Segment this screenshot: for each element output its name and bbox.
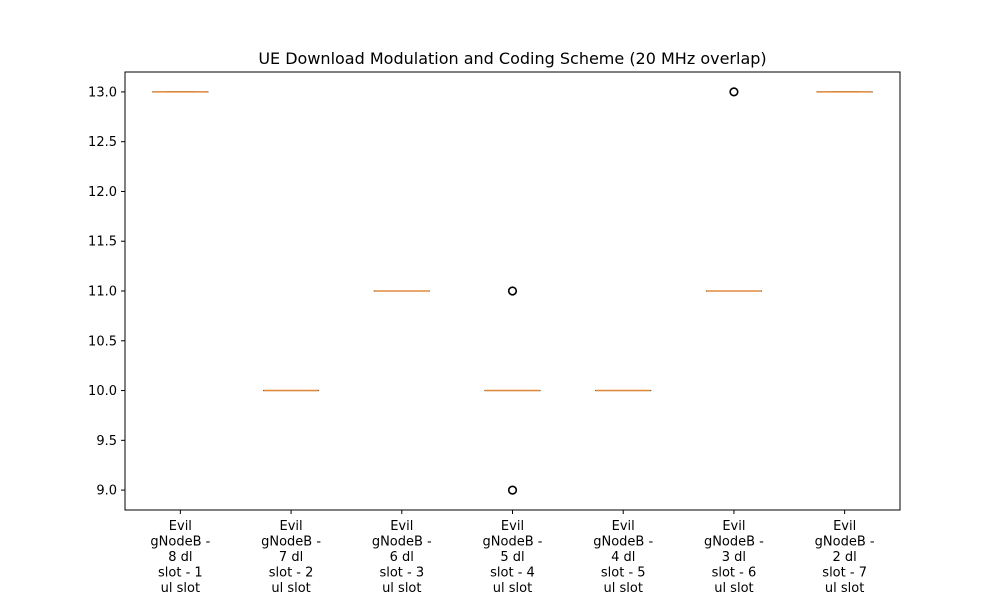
x-tick-label-line: ul slot xyxy=(714,581,753,596)
x-tick-label-line: 2 dl xyxy=(833,550,857,565)
plot-area-frame xyxy=(124,71,901,511)
x-tick-label-line: 8 dl xyxy=(168,550,192,565)
outlier-point xyxy=(729,87,739,97)
x-tick-label-line: 7 dl xyxy=(279,550,303,565)
x-tick-label-line: gNodeB - xyxy=(150,535,210,550)
y-tick-label: 10.5 xyxy=(88,334,117,349)
x-tick-label-line: gNodeB - xyxy=(704,535,764,550)
x-tick-label: Evil gNodeB -3 dl slot - 6 ul slot xyxy=(704,519,764,596)
box-group xyxy=(705,87,762,292)
x-tick-label: Evil gNodeB -8 dl slot - 1 ul slot xyxy=(150,519,210,596)
x-tick-label-line: slot - 5 xyxy=(601,566,646,581)
x-tick-label-line: Evil xyxy=(390,519,413,534)
x-tick-label-line: Evil xyxy=(169,519,192,534)
y-tick-label: 12.0 xyxy=(88,185,117,200)
x-tick-label-line: slot - 2 xyxy=(269,566,314,581)
x-tick-label-line: ul slot xyxy=(161,581,200,596)
x-tick-label: Evil gNodeB -2 dl slot - 7 ul slot xyxy=(815,519,875,596)
y-tick-label: 11.0 xyxy=(88,285,117,300)
outlier-point xyxy=(507,485,518,495)
x-tick-label-line: slot - 3 xyxy=(379,566,424,581)
x-tick-label-line: slot - 4 xyxy=(490,566,535,581)
y-tick-label: 11.5 xyxy=(88,235,117,250)
outlier-point xyxy=(507,286,518,296)
x-tick-label-line: Evil xyxy=(501,519,524,534)
x-tick-label-line: gNodeB - xyxy=(261,535,321,550)
x-tick-label-line: slot - 6 xyxy=(712,566,757,581)
x-tick-label-line: Evil xyxy=(722,519,745,534)
x-tick-label-line: slot - 1 xyxy=(158,566,203,581)
x-tick-label-line: gNodeB - xyxy=(593,535,653,550)
y-tick-label: 12.5 xyxy=(88,135,117,150)
x-tick-label-line: Evil xyxy=(612,519,635,534)
x-tick-label-line: ul slot xyxy=(382,581,421,596)
x-tick-label-line: Evil xyxy=(833,519,856,534)
x-tick-label: Evil gNodeB -5 dl slot - 4 ul slot xyxy=(483,519,543,596)
x-tick-label-line: ul slot xyxy=(493,581,532,596)
x-tick-label-line: ul slot xyxy=(604,581,643,596)
x-tick-label-line: 4 dl xyxy=(611,550,635,565)
y-tick-label: 9.0 xyxy=(96,484,117,499)
y-tick-label: 13.0 xyxy=(88,85,117,100)
x-tick-label-line: Evil xyxy=(280,519,303,534)
x-tick-label: Evil gNodeB -6 dl slot - 3 ul slot xyxy=(372,519,432,596)
box-group xyxy=(484,286,541,495)
y-tick-label: 10.0 xyxy=(88,384,117,399)
x-tick-label-line: ul slot xyxy=(825,581,864,596)
box-series xyxy=(152,87,873,495)
x-tick-label: Evil gNodeB -4 dl slot - 5 ul slot xyxy=(593,519,653,596)
x-tick-label-line: 6 dl xyxy=(390,550,414,565)
x-tick-label-line: gNodeB - xyxy=(483,535,543,550)
x-tick-label-line: 5 dl xyxy=(500,550,524,565)
y-tick-label: 9.5 xyxy=(96,434,117,449)
x-tick-label: Evil gNodeB -7 dl slot - 2 ul slot xyxy=(261,519,321,596)
x-tick-label-line: ul slot xyxy=(271,581,310,596)
y-axis: 9.0 9.5 10.0 10.5 11.0 11.5 12.0 12.5 13.0 xyxy=(88,85,125,499)
x-tick-label-line: slot - 7 xyxy=(822,566,867,581)
x-tick-label-line: gNodeB - xyxy=(815,535,875,550)
x-tick-label-line: 3 dl xyxy=(722,550,746,565)
chart-title: UE Download Modulation and Coding Scheme… xyxy=(258,49,766,68)
x-tick-label-line: gNodeB - xyxy=(372,535,432,550)
